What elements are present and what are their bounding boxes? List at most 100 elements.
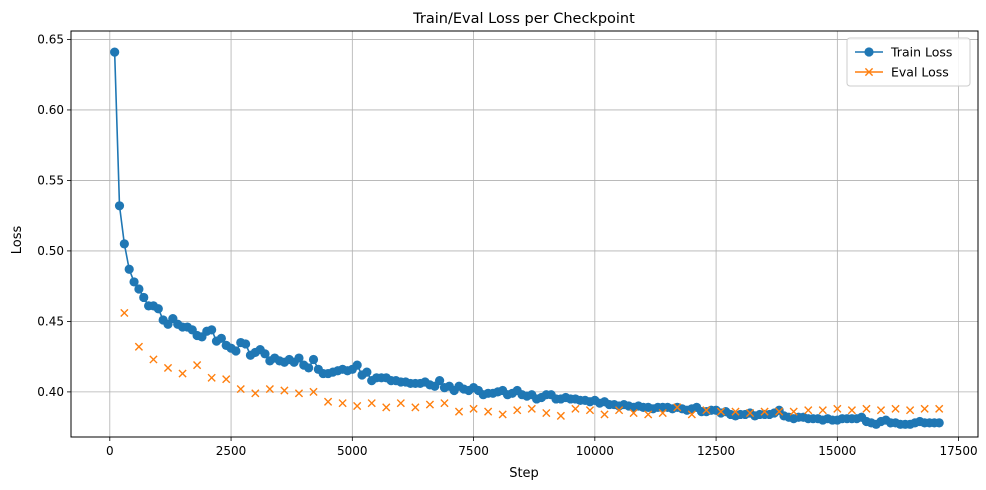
legend-item: Eval Loss bbox=[855, 65, 949, 80]
x-tick-label: 15000 bbox=[818, 444, 856, 458]
data-point bbox=[149, 355, 158, 364]
data-point bbox=[178, 369, 187, 378]
data-point bbox=[862, 404, 871, 413]
data-point bbox=[876, 406, 886, 415]
data-point bbox=[294, 353, 304, 363]
data-point bbox=[231, 346, 241, 356]
data-point bbox=[716, 407, 726, 416]
legend-marker bbox=[864, 47, 874, 57]
data-point bbox=[440, 399, 449, 408]
data-point bbox=[124, 264, 134, 274]
data-point bbox=[193, 361, 202, 370]
y-tick-label: 0.55 bbox=[37, 173, 64, 187]
data-point bbox=[396, 399, 405, 408]
data-point bbox=[934, 418, 944, 428]
x-tick-label: 7500 bbox=[458, 444, 489, 458]
data-point bbox=[629, 408, 638, 418]
data-point bbox=[556, 411, 565, 420]
y-tick-label: 0.45 bbox=[37, 314, 64, 328]
x-tick-label: 5000 bbox=[337, 444, 368, 458]
legend-box bbox=[846, 37, 971, 87]
data-point bbox=[804, 406, 813, 415]
data-point bbox=[702, 406, 711, 415]
x-tick-label: 10000 bbox=[576, 444, 614, 458]
data-point bbox=[163, 363, 173, 373]
legend-label: Train Loss bbox=[890, 45, 952, 60]
y-tick-label: 0.60 bbox=[37, 103, 64, 117]
data-point bbox=[304, 363, 314, 373]
data-point bbox=[658, 408, 667, 418]
x-tick-label: 17500 bbox=[940, 444, 978, 458]
data-point bbox=[323, 397, 333, 406]
series-1 bbox=[110, 47, 944, 429]
data-point bbox=[367, 399, 376, 408]
data-point bbox=[435, 376, 445, 386]
plot-frame bbox=[70, 30, 979, 438]
data-point bbox=[207, 325, 217, 335]
data-point bbox=[114, 201, 125, 211]
data-point bbox=[216, 333, 226, 343]
data-point bbox=[134, 284, 144, 294]
data-point bbox=[833, 404, 842, 413]
data-point bbox=[251, 389, 260, 398]
legend-item: Train Loss bbox=[855, 45, 952, 60]
data-point bbox=[308, 354, 319, 365]
data-point bbox=[789, 407, 798, 416]
data-point bbox=[222, 375, 231, 384]
y-axis-title: Loss bbox=[10, 226, 25, 255]
data-point bbox=[153, 304, 163, 314]
y-tick-label: 0.40 bbox=[37, 385, 64, 399]
y-tick-label: 0.65 bbox=[37, 32, 64, 46]
data-point bbox=[129, 277, 139, 287]
data-point bbox=[139, 292, 149, 303]
data-point bbox=[469, 404, 478, 413]
data-point bbox=[353, 401, 362, 411]
x-axis-title: Step bbox=[509, 466, 539, 481]
legend-marker bbox=[864, 67, 874, 77]
data-point bbox=[411, 403, 420, 412]
data-point bbox=[673, 403, 682, 412]
data-point bbox=[352, 360, 362, 370]
data-point bbox=[847, 406, 856, 415]
data-point bbox=[687, 410, 696, 419]
data-point bbox=[760, 407, 769, 416]
data-point bbox=[236, 384, 245, 394]
data-point bbox=[362, 367, 372, 377]
data-point bbox=[265, 384, 274, 394]
data-point bbox=[134, 342, 143, 351]
data-point bbox=[542, 408, 551, 418]
x-tick-label: 12500 bbox=[697, 444, 735, 458]
data-point bbox=[818, 406, 827, 415]
plot-area bbox=[110, 47, 944, 429]
data-point bbox=[454, 407, 464, 416]
data-point bbox=[280, 386, 289, 395]
data-point bbox=[614, 406, 624, 415]
data-point bbox=[207, 373, 216, 382]
axes: 0 2500 5000 7500 10000 12500 15000 17500 0.40 0.4… bbox=[37, 32, 977, 458]
series-2 bbox=[120, 308, 944, 420]
data-point bbox=[484, 407, 493, 416]
data-point bbox=[120, 308, 129, 318]
x-tick-label: 2500 bbox=[216, 444, 247, 458]
data-point bbox=[906, 406, 915, 415]
data-point bbox=[241, 339, 251, 349]
data-point bbox=[731, 407, 740, 416]
data-point bbox=[119, 239, 129, 249]
data-point bbox=[891, 404, 900, 413]
data-point bbox=[382, 403, 391, 412]
data-point bbox=[260, 349, 270, 359]
data-point bbox=[527, 404, 536, 413]
legend-label: Eval Loss bbox=[891, 65, 949, 80]
y-tick-label: 0.50 bbox=[37, 244, 64, 258]
data-point bbox=[644, 410, 653, 419]
data-point bbox=[571, 404, 580, 413]
data-point bbox=[775, 407, 784, 416]
data-point bbox=[585, 406, 595, 415]
data-point bbox=[513, 406, 522, 415]
data-point bbox=[920, 404, 929, 413]
x-tick-label: 0 bbox=[106, 444, 114, 458]
data-point bbox=[935, 404, 944, 413]
data-point bbox=[309, 387, 318, 396]
data-point bbox=[294, 389, 304, 398]
